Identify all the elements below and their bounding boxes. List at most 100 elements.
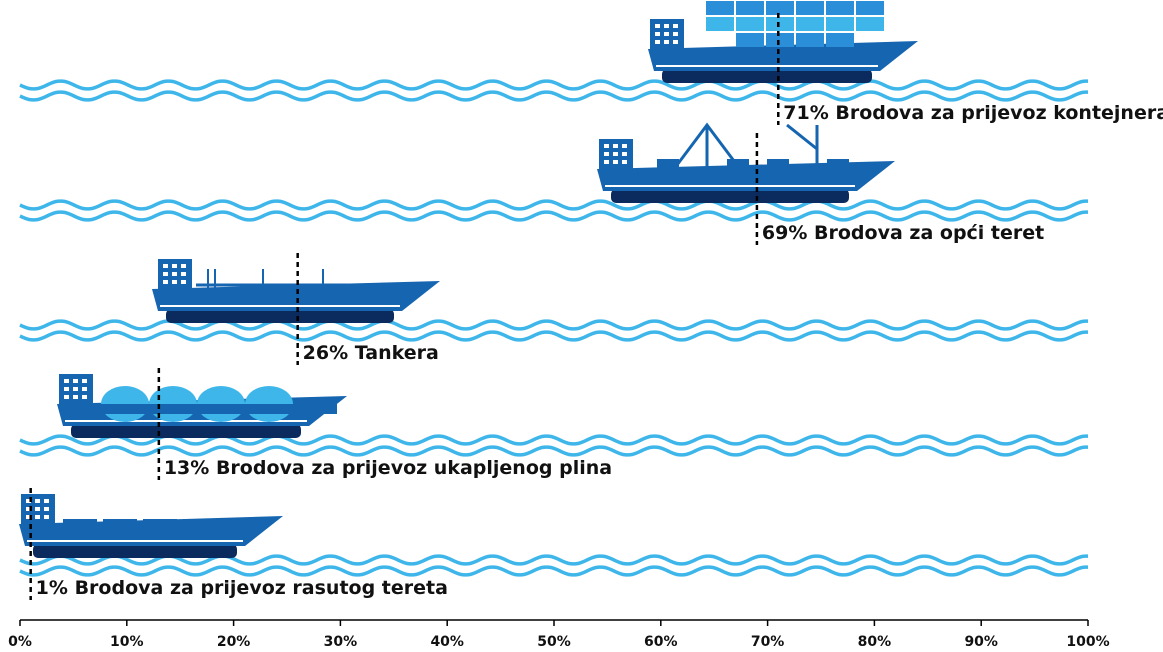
ship-window: [26, 499, 31, 503]
cargo: [827, 159, 849, 169]
ship-window: [73, 395, 78, 399]
ship-keel: [33, 544, 237, 558]
ship-window: [673, 32, 678, 36]
data-label: 26% Tankera: [303, 342, 439, 364]
container: [796, 33, 824, 47]
wave: [19, 554, 1088, 566]
x-tick-label: 90%: [964, 634, 998, 650]
ship-window: [82, 387, 87, 391]
ship-window: [35, 507, 40, 511]
value-label: 1%: [36, 577, 68, 599]
container: [856, 17, 884, 31]
ship-window: [604, 160, 609, 164]
container: [736, 33, 764, 47]
cargo: [727, 159, 749, 169]
container: [766, 1, 794, 15]
container: [766, 33, 794, 47]
container: [796, 1, 824, 15]
ship-window: [35, 515, 40, 519]
ship-window: [655, 40, 660, 44]
data-label: 13% Brodova za prijevoz ukapljenog plina: [164, 457, 612, 479]
ship-window: [622, 160, 627, 164]
ship-hull: [648, 41, 918, 71]
ship-window: [73, 387, 78, 391]
value-label: 71%: [783, 102, 828, 124]
x-tick-label: 10%: [110, 634, 144, 650]
container: [706, 17, 734, 31]
container: [856, 1, 884, 15]
ship-window: [64, 379, 69, 383]
ship: [648, 1, 918, 83]
container: [736, 17, 764, 31]
ship-window: [181, 272, 186, 276]
ship-window: [655, 32, 660, 36]
hatch: [223, 519, 257, 524]
ship-window: [44, 507, 49, 511]
x-tick-label: 30%: [324, 634, 358, 650]
x-tick-label: 80%: [858, 634, 892, 650]
ship-window: [163, 264, 168, 268]
ship: [152, 259, 440, 323]
data-label: 71% Brodova za prijevoz kontejnera: [783, 102, 1163, 124]
ship-window: [26, 515, 31, 519]
value-label: 69%: [762, 222, 807, 244]
ship-window: [44, 499, 49, 503]
container: [826, 1, 854, 15]
ship-window: [613, 152, 618, 156]
category-label: Tankera: [355, 342, 439, 364]
ship-hull: [152, 281, 440, 311]
wave: [19, 79, 1088, 91]
ship-window: [613, 160, 618, 164]
mast: [322, 269, 324, 289]
ship-window: [613, 144, 618, 148]
ship-window: [163, 280, 168, 284]
ship-window: [64, 387, 69, 391]
ship-window: [172, 280, 177, 284]
ship-window: [172, 264, 177, 268]
category-label: Brodova za prijevoz ukapljenog plina: [216, 457, 612, 479]
ship: [19, 494, 283, 558]
wave: [19, 565, 1088, 577]
ship-keel: [166, 309, 394, 323]
ship-keel: [662, 69, 872, 83]
container: [766, 17, 794, 31]
wave: [19, 90, 1088, 102]
wave: [19, 210, 1088, 222]
ship-keel: [71, 424, 301, 438]
hatch: [143, 519, 177, 524]
ship-window: [73, 379, 78, 383]
mast: [207, 269, 209, 289]
x-tick-label: 50%: [537, 634, 571, 650]
wave: [19, 434, 1088, 446]
x-tick-label: 0%: [8, 634, 32, 650]
ship-window: [26, 507, 31, 511]
container: [826, 17, 854, 31]
hatch: [103, 519, 137, 524]
x-tick-label: 40%: [430, 634, 464, 650]
category-label: Brodova za opći teret: [814, 222, 1044, 244]
ship-window: [604, 144, 609, 148]
container: [826, 33, 854, 47]
ship-window: [163, 272, 168, 276]
ship-window: [655, 24, 660, 28]
data-label: 1% Brodova za prijevoz rasutog tereta: [36, 577, 448, 599]
ship-window: [82, 395, 87, 399]
cargo: [657, 159, 679, 169]
wave: [19, 199, 1088, 211]
ship-window: [673, 40, 678, 44]
ship: [57, 374, 347, 438]
x-tick-label: 100%: [1066, 634, 1109, 650]
cargo: [767, 159, 789, 169]
value-label: 13%: [164, 457, 209, 479]
wave: [19, 330, 1088, 342]
ship-window: [64, 395, 69, 399]
x-tick-label: 60%: [644, 634, 678, 650]
value-label: 26%: [303, 342, 348, 364]
ship-window: [673, 24, 678, 28]
container: [706, 1, 734, 15]
x-tick-label: 70%: [751, 634, 785, 650]
ship-window: [664, 32, 669, 36]
ship-window: [82, 379, 87, 383]
